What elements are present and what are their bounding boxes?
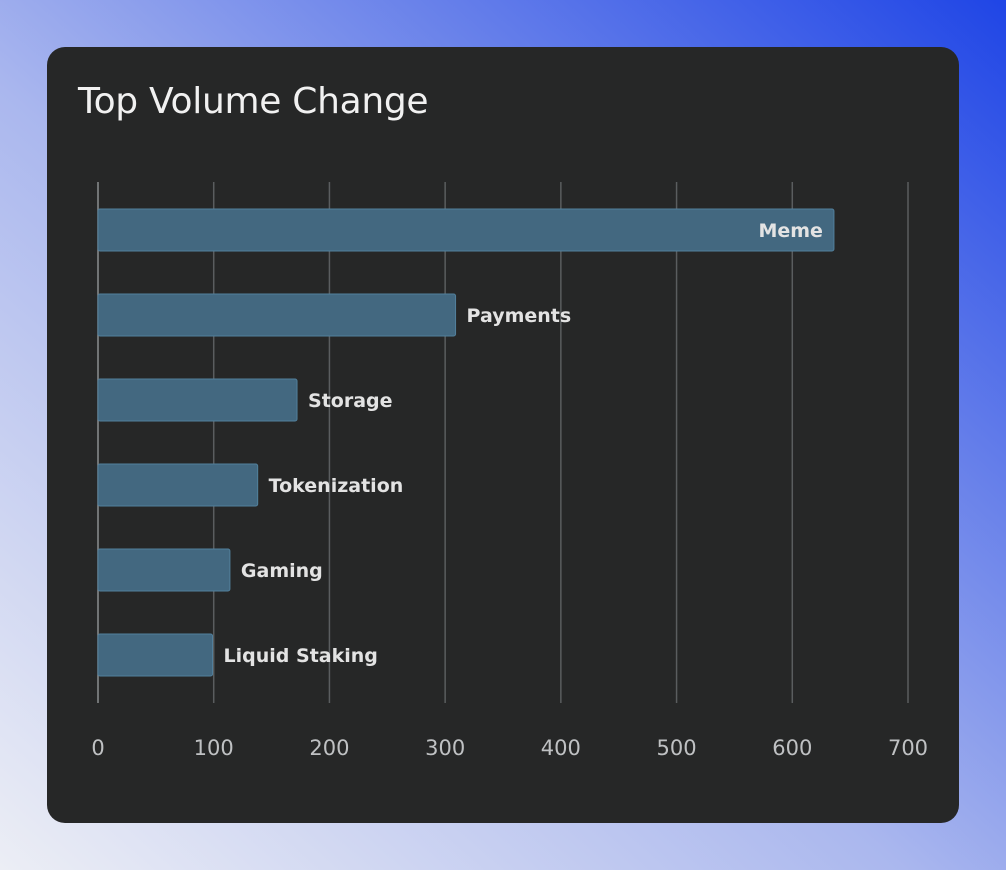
bar-chart: Meme Payments Storage Tokenization Gaming Liq… [91, 182, 928, 760]
bar-label-storage: Storage [308, 390, 393, 412]
bar-label-meme: Meme [758, 220, 822, 242]
x-tick-label-400: 400 [541, 736, 581, 760]
x-tick-label-200: 200 [309, 736, 349, 760]
bar-liquid-staking[interactable] [97, 633, 214, 677]
bar-label-tokenization: Tokenization [269, 475, 404, 497]
bar-label-payments: Payments [467, 305, 572, 327]
bar-labels: Meme Payments Storage Tokenization Gaming Liq… [224, 220, 823, 667]
x-tick-label-600: 600 [772, 736, 812, 760]
bar-label-gaming: Gaming [241, 560, 323, 582]
x-axis-ticks: 0 100 200 300 400 500 600 700 [91, 736, 928, 760]
x-tick-label-700: 700 [888, 736, 928, 760]
bar-meme[interactable] [97, 208, 835, 252]
x-tick-label-0: 0 [91, 736, 104, 760]
bar-label-liquid-staking: Liquid Staking [224, 645, 378, 667]
chart-card: Top Volume Change Meme Payments Storage Tok… [47, 47, 959, 823]
bar-storage[interactable] [97, 378, 298, 422]
x-tick-label-500: 500 [657, 736, 697, 760]
x-tick-label-100: 100 [194, 736, 234, 760]
bar-payments[interactable] [97, 293, 457, 337]
bar-gaming[interactable] [97, 548, 231, 592]
x-tick-label-300: 300 [425, 736, 465, 760]
bar-tokenization[interactable] [97, 463, 259, 507]
chart-title: Top Volume Change [78, 81, 429, 122]
bars [97, 208, 835, 677]
grid-lines [97, 182, 909, 703]
